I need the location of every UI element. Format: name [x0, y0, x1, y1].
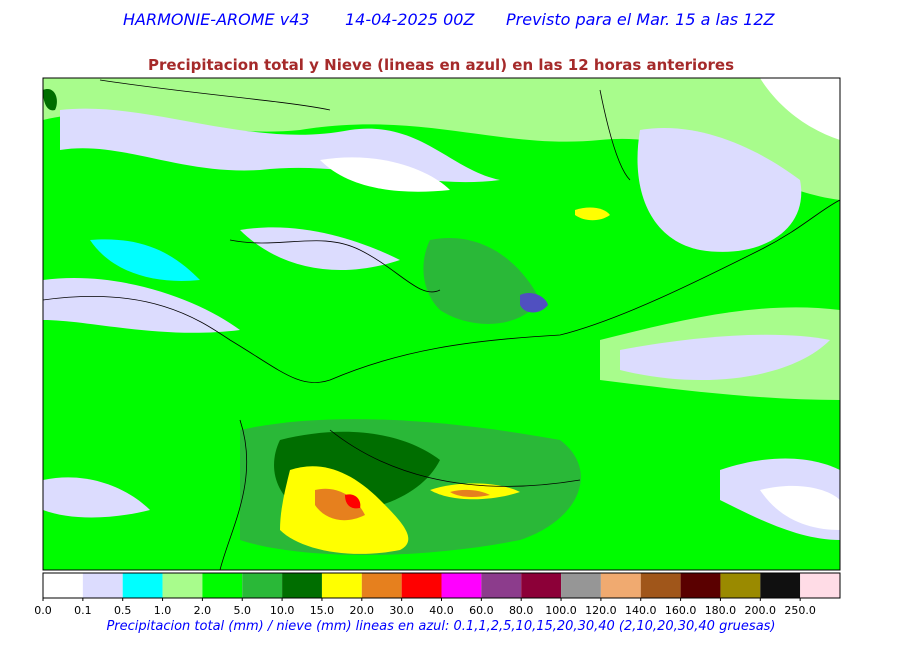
valid-time: Previsto para el Mar. 15 a las 12Z [506, 10, 776, 29]
subtitle: Precipitacion total y Nieve (lineas en a… [148, 56, 734, 74]
model-title: HARMONIE-AROME v43 [123, 10, 310, 29]
color-box [401, 573, 442, 598]
tick-label: 15.0 [310, 604, 335, 617]
tick-label: 60.0 [469, 604, 494, 617]
color-box [202, 573, 243, 598]
tick-label: 2.0 [194, 604, 212, 617]
color-box [800, 573, 840, 598]
color-box [760, 573, 801, 598]
tick-label: 20.0 [350, 604, 375, 617]
tick-label: 120.0 [585, 604, 617, 617]
color-box [122, 573, 163, 598]
color-box [162, 573, 203, 598]
colorbar: 0.0 0.1 0.5 1.0 2.0 5.0 10.0 15.0 20.0 30.0 40.0 60… [34, 572, 841, 617]
color-box [43, 573, 83, 598]
tick-label: 250.0 [784, 604, 816, 617]
color-box [561, 573, 601, 598]
caption: Precipitacion total (mm) / nieve (mm) li… [106, 619, 775, 634]
color-box [680, 573, 721, 598]
color-box [640, 573, 681, 598]
color-box [481, 573, 522, 598]
color-box [720, 573, 761, 598]
precip-field [43, 78, 840, 570]
color-box [521, 573, 562, 598]
color-box [441, 573, 482, 598]
tick-label: 0.5 [114, 604, 132, 617]
color-box [82, 573, 123, 598]
tick-label: 10.0 [270, 604, 295, 617]
map-frame [42, 77, 841, 571]
color-box [361, 573, 402, 598]
tick-label: 0.0 [34, 604, 52, 617]
tick-label: 5.0 [234, 604, 252, 617]
tick-label: 100.0 [545, 604, 577, 617]
tick-label: 40.0 [429, 604, 454, 617]
tick-label: 140.0 [625, 604, 657, 617]
tick-label: 200.0 [745, 604, 777, 617]
tick-label: 80.0 [509, 604, 534, 617]
color-box [242, 573, 283, 598]
tick-label: 0.1 [74, 604, 92, 617]
color-box [282, 573, 322, 598]
color-box [600, 573, 641, 598]
tick-label: 1.0 [154, 604, 172, 617]
run-time: 14-04-2025 00Z [345, 10, 475, 29]
color-box [321, 573, 362, 598]
tick-label: 160.0 [665, 604, 697, 617]
tick-label: 180.0 [705, 604, 737, 617]
tick-label: 30.0 [389, 604, 414, 617]
